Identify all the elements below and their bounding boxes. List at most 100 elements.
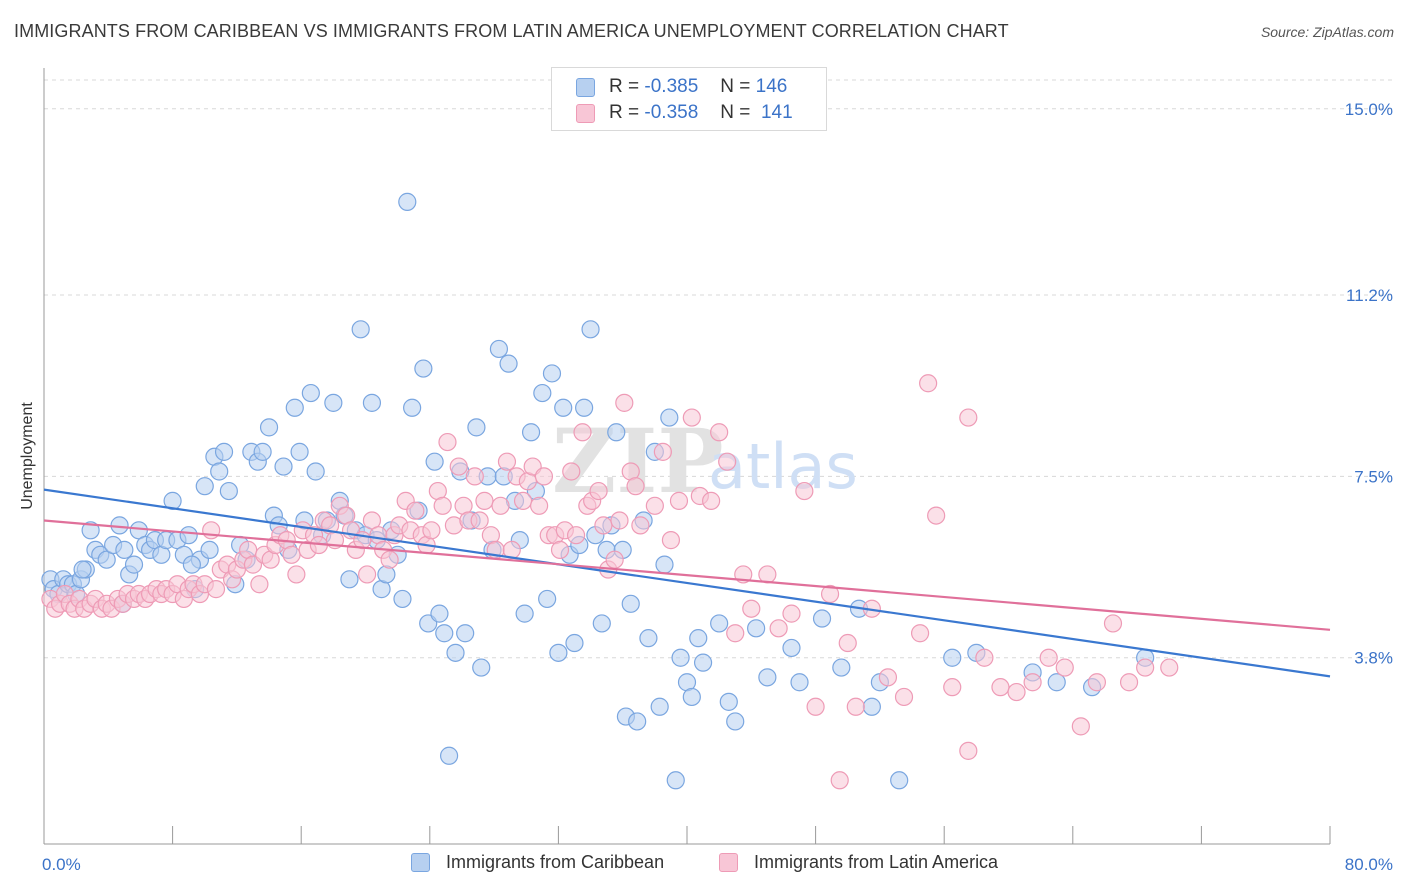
legend-r-label: R = <box>609 102 640 123</box>
trend-lines <box>43 488 1331 678</box>
point-caribbean <box>521 423 541 442</box>
point-caribbean <box>306 462 325 481</box>
point-caribbean <box>655 555 674 574</box>
point-caribbean <box>430 604 449 623</box>
legend-bottom-swatch-blue <box>411 853 430 872</box>
legend-n-value-blue: 146 <box>755 76 788 97</box>
point-latin-america <box>470 511 489 530</box>
point-latin-america <box>465 467 484 486</box>
point-latin-america <box>910 624 930 643</box>
point-caribbean <box>124 555 144 574</box>
point-latin-america <box>1103 614 1123 633</box>
point-latin-america <box>1071 717 1090 736</box>
point-caribbean <box>274 457 293 476</box>
point-caribbean <box>515 604 534 623</box>
legend-n-label: N = <box>720 76 751 97</box>
point-caribbean <box>747 619 766 638</box>
point-caribbean <box>790 673 809 692</box>
point-caribbean <box>726 712 745 731</box>
point-latin-america <box>742 599 761 618</box>
point-latin-america <box>1039 648 1058 667</box>
point-latin-america <box>1007 682 1026 702</box>
point-caribbean <box>832 658 851 677</box>
point-latin-america <box>669 491 689 510</box>
point-caribbean <box>362 393 382 412</box>
legend-r-value-pink: -0.358 <box>644 102 699 123</box>
x-tick-label: 80.0% <box>1345 855 1393 874</box>
legend-item-latin-america: Immigrants from Latin America <box>719 852 998 873</box>
point-latin-america <box>991 678 1010 697</box>
point-latin-america <box>653 442 672 461</box>
point-caribbean <box>472 658 491 677</box>
point-caribbean <box>324 393 343 412</box>
point-latin-america <box>806 697 825 716</box>
point-caribbean <box>862 697 881 716</box>
point-latin-america <box>610 511 629 530</box>
point-caribbean <box>542 364 562 383</box>
point-latin-america <box>1136 658 1155 677</box>
point-latin-america <box>1055 658 1074 677</box>
point-caribbean <box>81 521 100 540</box>
y-tick-label: 11.2% <box>1346 286 1393 305</box>
trend-line-latin-america <box>43 519 1331 631</box>
point-caribbean <box>446 643 465 662</box>
point-caribbean <box>115 540 134 560</box>
legend-swatch-pink <box>576 103 595 123</box>
legend-bottom-label-pink: Immigrants from Latin America <box>754 852 999 872</box>
point-latin-america <box>615 393 634 412</box>
point-caribbean <box>351 320 370 339</box>
point-latin-america <box>710 423 729 442</box>
point-latin-america <box>534 467 554 486</box>
x-tick-label: 0.0% <box>42 855 81 874</box>
point-latin-america <box>550 540 570 560</box>
point-latin-america <box>838 633 857 653</box>
point-caribbean <box>439 746 459 765</box>
point-caribbean <box>1047 673 1066 692</box>
point-latin-america <box>1119 673 1139 692</box>
point-latin-america <box>287 565 306 584</box>
point-latin-america <box>959 741 978 760</box>
point-caribbean <box>210 462 229 481</box>
point-caribbean <box>301 383 320 403</box>
point-latin-america <box>1023 673 1042 692</box>
point-caribbean <box>182 555 201 574</box>
point-latin-america <box>491 496 510 515</box>
point-latin-america <box>975 648 994 667</box>
point-latin-america <box>795 481 814 501</box>
point-latin-america <box>769 619 788 638</box>
point-caribbean <box>581 320 600 339</box>
point-caribbean <box>403 398 422 417</box>
point-latin-america <box>380 550 399 569</box>
point-caribbean <box>628 712 647 731</box>
point-latin-america <box>626 477 645 496</box>
point-latin-america <box>1087 673 1107 692</box>
y-tick-label: 7.5% <box>1354 467 1393 486</box>
point-latin-america <box>820 584 840 604</box>
point-caribbean <box>639 629 658 648</box>
tick-labels: 3.8% 7.5% 11.2% 15.0% 0.0% 80.0% <box>42 100 1393 874</box>
point-caribbean <box>467 418 486 437</box>
point-caribbean <box>425 452 444 471</box>
point-latin-america <box>573 423 592 442</box>
grid-lines <box>44 79 1392 659</box>
point-caribbean <box>290 442 309 461</box>
point-latin-america <box>959 408 978 427</box>
point-latin-america <box>702 491 721 510</box>
point-caribbean <box>393 589 412 609</box>
point-caribbean <box>575 398 594 417</box>
point-caribbean <box>554 398 573 417</box>
series-latin-america <box>41 374 1179 790</box>
point-latin-america <box>682 408 701 427</box>
legend-n-label: N = <box>720 102 751 123</box>
point-latin-america <box>927 506 946 525</box>
trend-line-caribbean <box>43 488 1331 678</box>
correlation-legend: R = -0.385 N = 146 R = -0.358 N = 141 <box>551 67 827 131</box>
legend-r-label: R = <box>609 76 640 97</box>
point-latin-america <box>206 580 226 599</box>
point-latin-america <box>782 604 801 623</box>
point-caribbean <box>499 354 518 373</box>
point-caribbean <box>200 540 219 560</box>
point-latin-america <box>475 491 494 510</box>
legend-bottom-swatch-pink <box>719 853 738 872</box>
